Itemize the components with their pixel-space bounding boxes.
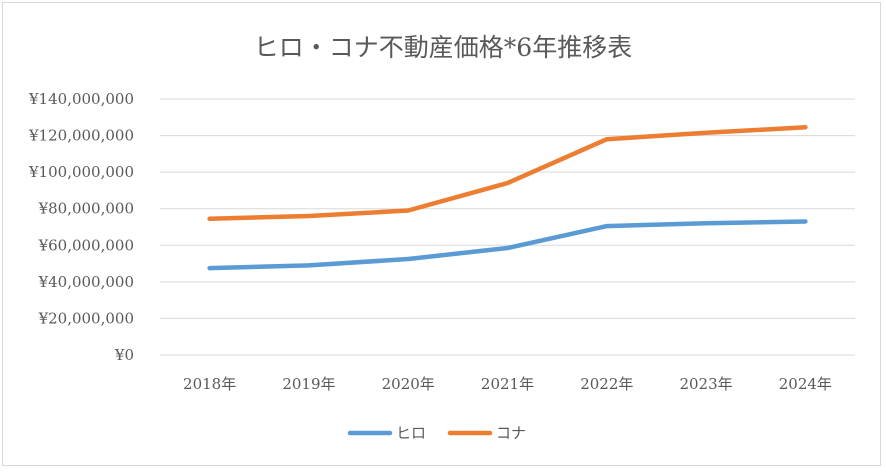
chart-title: ヒロ・コナ不動産価格*6年推移表 bbox=[254, 33, 632, 62]
y-tick-label: ¥20,000,000 bbox=[38, 309, 134, 327]
y-tick-label: ¥100,000,000 bbox=[28, 163, 134, 181]
series-line bbox=[207, 125, 808, 222]
y-tick-label: ¥80,000,000 bbox=[38, 200, 134, 218]
legend-label: コナ bbox=[496, 424, 526, 442]
x-tick-label: 2020年 bbox=[382, 375, 435, 393]
legend: ヒロ コナ bbox=[347, 424, 526, 442]
y-tick-label: ¥0 bbox=[114, 346, 134, 364]
x-tick-label: 2022年 bbox=[580, 375, 633, 393]
gridlines bbox=[160, 98, 855, 356]
x-tick-label: 2018年 bbox=[183, 375, 236, 393]
x-tick-label: 2023年 bbox=[679, 375, 732, 393]
y-tick-label: ¥120,000,000 bbox=[28, 127, 134, 145]
x-tick-label: 2021年 bbox=[481, 375, 534, 393]
series-line bbox=[207, 219, 808, 271]
x-tick-label: 2024年 bbox=[779, 375, 832, 393]
y-axis-tick-labels: ¥0 ¥20,000,000 ¥40,000,000 ¥60,000,000 ¥80,0… bbox=[28, 90, 134, 364]
chart-frame bbox=[2, 2, 881, 466]
y-tick-label: ¥60,000,000 bbox=[38, 236, 134, 254]
x-tick-label: 2019年 bbox=[282, 375, 335, 393]
y-tick-label: ¥140,000,000 bbox=[28, 90, 134, 108]
y-tick-label: ¥40,000,000 bbox=[38, 273, 134, 291]
series-lines bbox=[207, 125, 808, 271]
legend-label: ヒロ bbox=[396, 424, 426, 442]
x-axis-tick-labels: 2018年 2019年 2020年 2021年 2022年 2023年 2024年 bbox=[183, 375, 832, 393]
